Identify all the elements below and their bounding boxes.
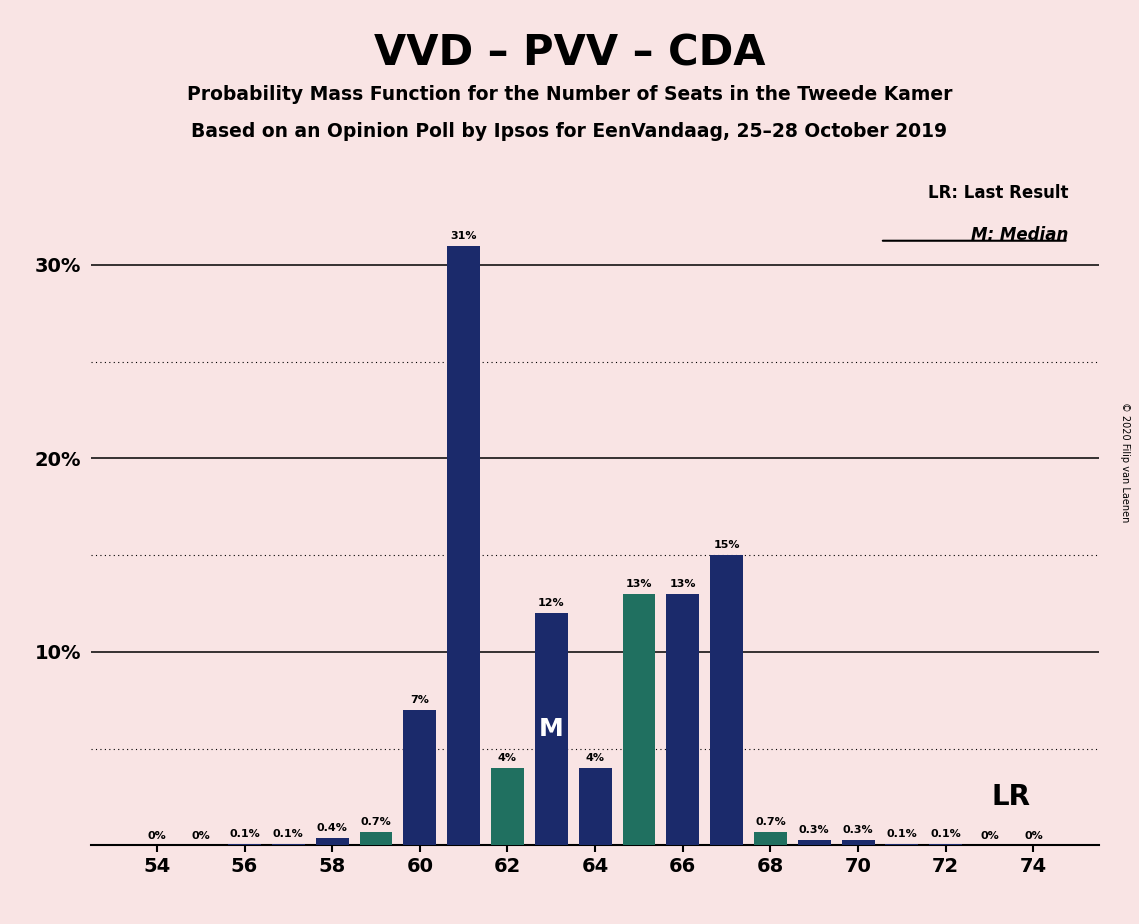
- Bar: [579, 768, 612, 845]
- Text: VVD – PVV – CDA: VVD – PVV – CDA: [374, 32, 765, 74]
- Bar: [228, 844, 261, 845]
- Bar: [929, 844, 962, 845]
- Text: 12%: 12%: [538, 599, 565, 608]
- Bar: [797, 840, 830, 845]
- Bar: [754, 832, 787, 845]
- Text: 4%: 4%: [585, 753, 605, 763]
- Bar: [711, 555, 743, 845]
- Text: 0%: 0%: [191, 831, 210, 841]
- Text: 15%: 15%: [713, 541, 740, 551]
- Text: 0%: 0%: [1024, 831, 1043, 841]
- Text: 0%: 0%: [147, 831, 166, 841]
- Bar: [885, 844, 918, 845]
- Bar: [666, 594, 699, 845]
- Text: 0.1%: 0.1%: [229, 829, 260, 839]
- Bar: [842, 840, 875, 845]
- Text: 4%: 4%: [498, 753, 517, 763]
- Text: 0.3%: 0.3%: [798, 825, 829, 834]
- Text: LR: LR: [992, 783, 1031, 811]
- Bar: [491, 768, 524, 845]
- Bar: [535, 614, 567, 845]
- Text: Probability Mass Function for the Number of Seats in the Tweede Kamer: Probability Mass Function for the Number…: [187, 85, 952, 104]
- Text: 0.1%: 0.1%: [886, 829, 917, 839]
- Text: M: Median: M: Median: [972, 226, 1068, 244]
- Text: 0.4%: 0.4%: [317, 823, 347, 833]
- Text: 0.1%: 0.1%: [273, 829, 304, 839]
- Text: 7%: 7%: [410, 695, 429, 705]
- Text: 31%: 31%: [450, 231, 477, 241]
- Text: 13%: 13%: [625, 579, 653, 590]
- Text: M: M: [539, 717, 564, 741]
- Bar: [448, 246, 480, 845]
- Text: Based on an Opinion Poll by Ipsos for EenVandaag, 25–28 October 2019: Based on an Opinion Poll by Ipsos for Ee…: [191, 122, 948, 141]
- Text: 0.1%: 0.1%: [931, 829, 961, 839]
- Text: 0.7%: 0.7%: [755, 817, 786, 827]
- Text: 0.7%: 0.7%: [361, 817, 392, 827]
- Text: 0.3%: 0.3%: [843, 825, 874, 834]
- Bar: [360, 832, 393, 845]
- Text: © 2020 Filip van Laenen: © 2020 Filip van Laenen: [1121, 402, 1130, 522]
- Bar: [623, 594, 655, 845]
- Text: LR: Last Result: LR: Last Result: [928, 184, 1068, 201]
- Bar: [272, 844, 305, 845]
- Bar: [316, 838, 349, 845]
- Bar: [403, 710, 436, 845]
- Text: 0%: 0%: [981, 831, 999, 841]
- Text: 13%: 13%: [670, 579, 696, 590]
